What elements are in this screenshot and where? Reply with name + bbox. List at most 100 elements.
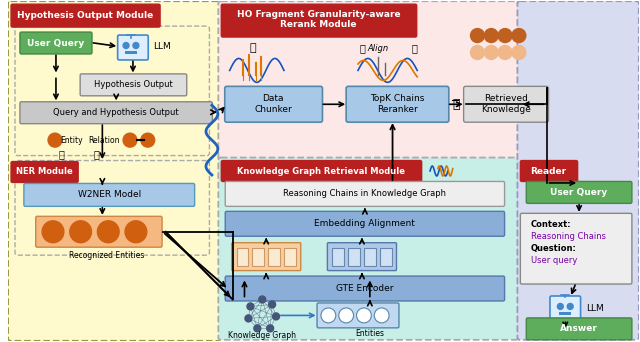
Text: Reader: Reader (531, 167, 566, 175)
Circle shape (133, 42, 139, 49)
FancyBboxPatch shape (225, 211, 504, 236)
Circle shape (567, 303, 573, 310)
Circle shape (269, 301, 276, 308)
Bar (237, 248, 248, 266)
FancyBboxPatch shape (11, 161, 78, 182)
Circle shape (259, 296, 266, 303)
Bar (268, 248, 280, 266)
FancyBboxPatch shape (520, 213, 632, 284)
FancyBboxPatch shape (221, 160, 422, 182)
FancyBboxPatch shape (20, 102, 212, 124)
Circle shape (125, 221, 147, 243)
FancyBboxPatch shape (526, 318, 632, 340)
FancyBboxPatch shape (550, 296, 580, 321)
Text: GTE Encoder: GTE Encoder (336, 284, 394, 293)
Text: W2NER Model: W2NER Model (77, 190, 141, 199)
FancyBboxPatch shape (36, 216, 162, 247)
FancyBboxPatch shape (232, 243, 301, 271)
FancyBboxPatch shape (328, 243, 397, 271)
Text: Recognized Entities: Recognized Entities (68, 251, 144, 260)
Text: NER Module: NER Module (16, 168, 72, 176)
Text: HO Fragment Granularity-aware: HO Fragment Granularity-aware (237, 10, 401, 19)
Circle shape (512, 29, 526, 42)
FancyBboxPatch shape (463, 86, 548, 122)
Circle shape (48, 133, 62, 147)
Text: 🔒: 🔒 (59, 149, 65, 159)
Text: User Query: User Query (550, 188, 608, 197)
Circle shape (498, 29, 512, 42)
Bar (348, 248, 360, 266)
Circle shape (321, 308, 336, 323)
Bar (332, 248, 344, 266)
Circle shape (245, 315, 252, 322)
Text: Entities: Entities (355, 329, 385, 338)
Text: Rerank Module: Rerank Module (280, 20, 356, 29)
Circle shape (141, 133, 155, 147)
Text: Reasoning Chains: Reasoning Chains (531, 232, 605, 241)
Text: 🧙: 🧙 (360, 43, 366, 53)
Circle shape (97, 221, 119, 243)
FancyBboxPatch shape (218, 1, 518, 160)
FancyBboxPatch shape (346, 86, 449, 122)
FancyBboxPatch shape (80, 74, 187, 96)
Circle shape (123, 133, 137, 147)
Text: Data: Data (262, 94, 284, 103)
Text: Reasoning Chains in Knowledge Graph: Reasoning Chains in Knowledge Graph (284, 189, 447, 198)
Text: LLM: LLM (153, 42, 170, 51)
Circle shape (498, 45, 512, 60)
FancyBboxPatch shape (520, 160, 578, 182)
Bar (559, 313, 571, 315)
Bar (364, 248, 376, 266)
Text: Hypothesis Output: Hypothesis Output (93, 80, 172, 89)
Text: Context:: Context: (531, 220, 572, 229)
Text: Align: Align (367, 44, 388, 53)
Text: Chunker: Chunker (254, 105, 292, 114)
FancyBboxPatch shape (526, 182, 632, 203)
Text: Knowledge: Knowledge (481, 105, 531, 114)
Text: 🔽: 🔽 (452, 98, 460, 111)
FancyBboxPatch shape (218, 158, 518, 340)
FancyBboxPatch shape (225, 86, 323, 122)
FancyBboxPatch shape (118, 35, 148, 60)
Text: 🧙: 🧙 (249, 43, 256, 53)
Text: TopK Chains: TopK Chains (371, 94, 425, 103)
Circle shape (123, 42, 129, 49)
Circle shape (557, 303, 563, 310)
Text: 🧙: 🧙 (93, 149, 99, 159)
Text: Hypothesis Output Module: Hypothesis Output Module (17, 11, 154, 20)
Text: LLM: LLM (586, 304, 604, 313)
Text: User query: User query (531, 256, 577, 265)
Circle shape (470, 29, 484, 42)
Circle shape (512, 45, 526, 60)
FancyBboxPatch shape (517, 1, 639, 340)
FancyBboxPatch shape (317, 303, 399, 328)
FancyBboxPatch shape (8, 1, 220, 341)
Text: Answer: Answer (560, 324, 598, 333)
Text: Reranker: Reranker (377, 105, 418, 114)
Circle shape (254, 325, 260, 332)
Circle shape (484, 29, 498, 42)
FancyBboxPatch shape (225, 182, 504, 206)
Circle shape (374, 308, 389, 323)
Circle shape (484, 45, 498, 60)
FancyBboxPatch shape (221, 4, 417, 37)
Text: Knowledge Graph Retrieval Module: Knowledge Graph Retrieval Module (237, 167, 406, 175)
FancyBboxPatch shape (225, 276, 504, 301)
Text: Query and Hypothesis Output: Query and Hypothesis Output (53, 108, 179, 117)
Text: Embedding Alignment: Embedding Alignment (314, 219, 415, 228)
Circle shape (42, 221, 64, 243)
Circle shape (356, 308, 371, 323)
Text: User Query: User Query (28, 39, 84, 48)
Circle shape (339, 308, 353, 323)
Circle shape (247, 303, 254, 310)
Bar (252, 248, 264, 266)
Bar (284, 248, 296, 266)
Text: Entity: Entity (60, 136, 83, 145)
Text: Knowledge Graph: Knowledge Graph (228, 331, 296, 340)
FancyBboxPatch shape (20, 32, 92, 54)
FancyBboxPatch shape (24, 183, 195, 206)
Bar (380, 248, 392, 266)
Text: 🔒: 🔒 (412, 43, 417, 53)
Circle shape (267, 325, 274, 332)
Bar (125, 52, 137, 54)
